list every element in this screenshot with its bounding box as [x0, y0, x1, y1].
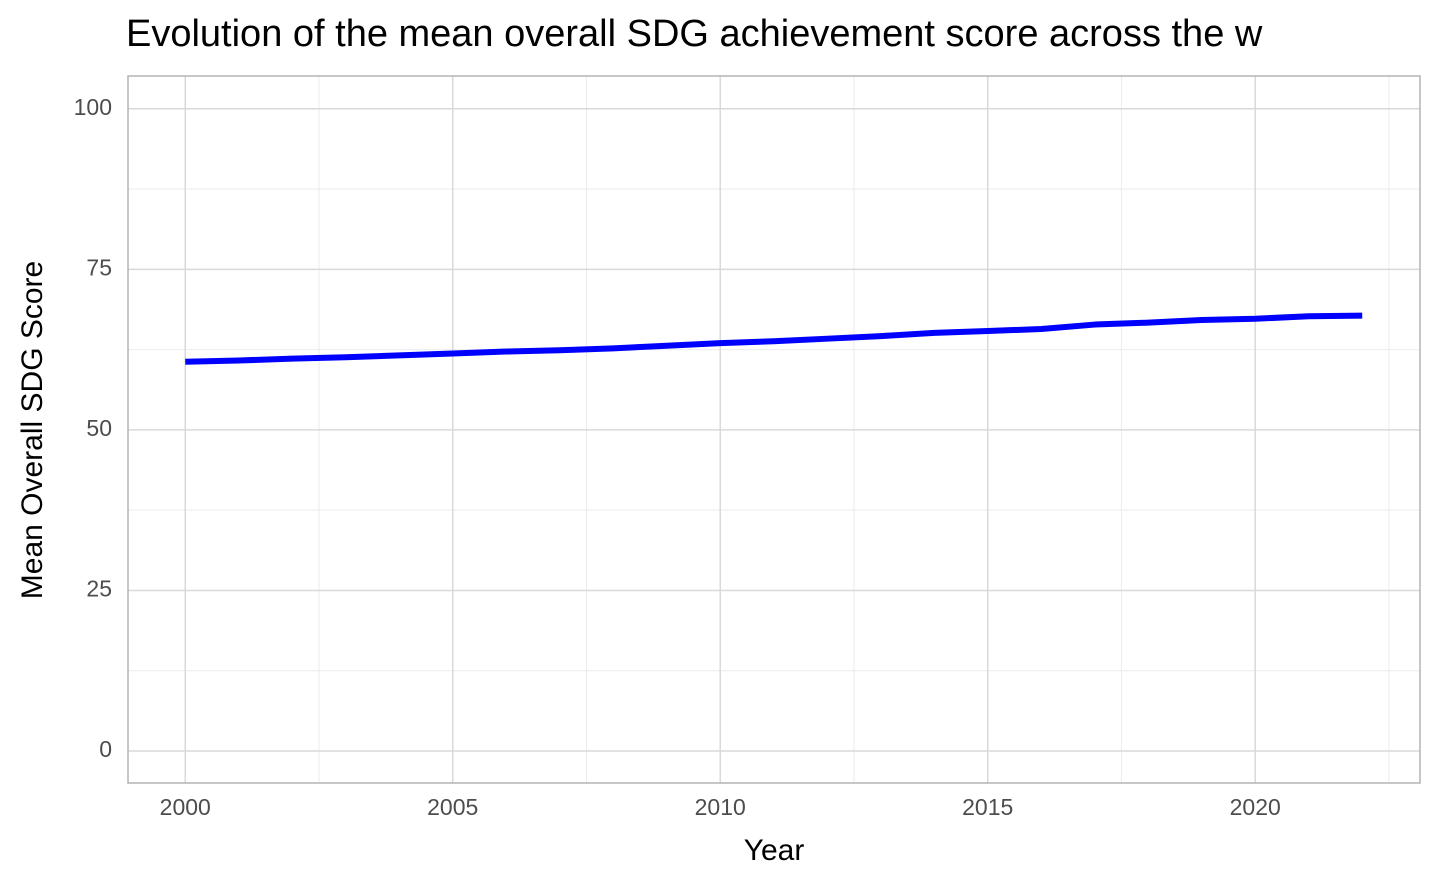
- chart-title: Evolution of the mean overall SDG achiev…: [126, 13, 1263, 55]
- y-axis-label: Mean Overall SDG Score: [16, 261, 49, 599]
- y-tick-label: 0: [99, 736, 112, 762]
- y-tick-label: 75: [86, 254, 112, 280]
- data-line: [185, 312, 1363, 365]
- y-tick-label: 25: [86, 576, 112, 602]
- x-tick-label: 2020: [1230, 794, 1281, 820]
- x-axis-label: Year: [744, 834, 805, 867]
- x-tick-label: 2015: [962, 794, 1013, 820]
- x-tick-label: 2010: [695, 794, 746, 820]
- y-tick-label: 100: [74, 94, 112, 120]
- plot-border: [127, 75, 1421, 784]
- y-tick-label: 50: [86, 415, 112, 441]
- x-tick-label: 2000: [160, 794, 211, 820]
- x-tick-label: 2005: [427, 794, 478, 820]
